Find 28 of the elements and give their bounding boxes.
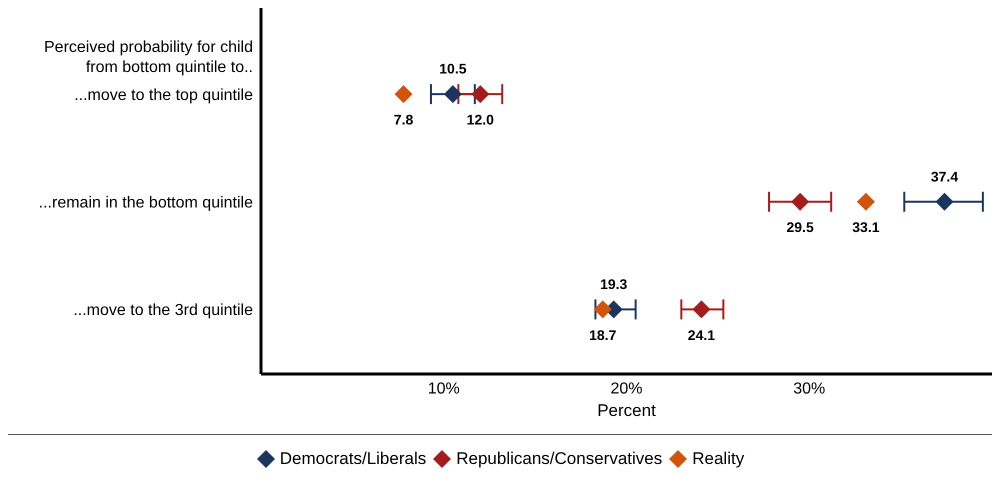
data-label: 24.1: [688, 326, 716, 343]
point: [856, 192, 875, 211]
data-label: 29.5: [786, 219, 814, 236]
data-label: 19.3: [600, 276, 628, 292]
point: [394, 85, 413, 104]
legend-label: Reality: [692, 449, 744, 469]
point: [594, 300, 612, 318]
text: Perceived probability for child from bottom quintile to..: [43, 38, 253, 78]
point: [791, 192, 810, 211]
y-tick-label: ...remain in the bottom quintile: [38, 194, 254, 212]
x-tick-label: 10%: [428, 380, 460, 398]
data-label: 37.4: [930, 168, 958, 184]
x-tick-label: 30%: [793, 380, 826, 398]
point: [471, 85, 490, 104]
y-tick-label: ...move to the top quintile: [74, 86, 254, 104]
data-label: 10.5: [439, 60, 467, 77]
data-label: 18.7: [589, 326, 617, 343]
data-label: 7.8: [394, 112, 414, 128]
y-tick-label: ...move to the 3rd quintile: [73, 302, 254, 320]
data-label: 33.1: [852, 219, 880, 236]
point: [692, 300, 710, 318]
x-axis-title: Percent: [597, 401, 656, 420]
point: [935, 192, 954, 211]
point: [444, 85, 462, 104]
data-label: 12.0: [466, 112, 494, 128]
legend-label: Democrats/Liberals: [280, 449, 426, 469]
legend-label: Republicans/Conservatives: [456, 449, 662, 469]
x-tick-label: 20%: [610, 380, 643, 398]
